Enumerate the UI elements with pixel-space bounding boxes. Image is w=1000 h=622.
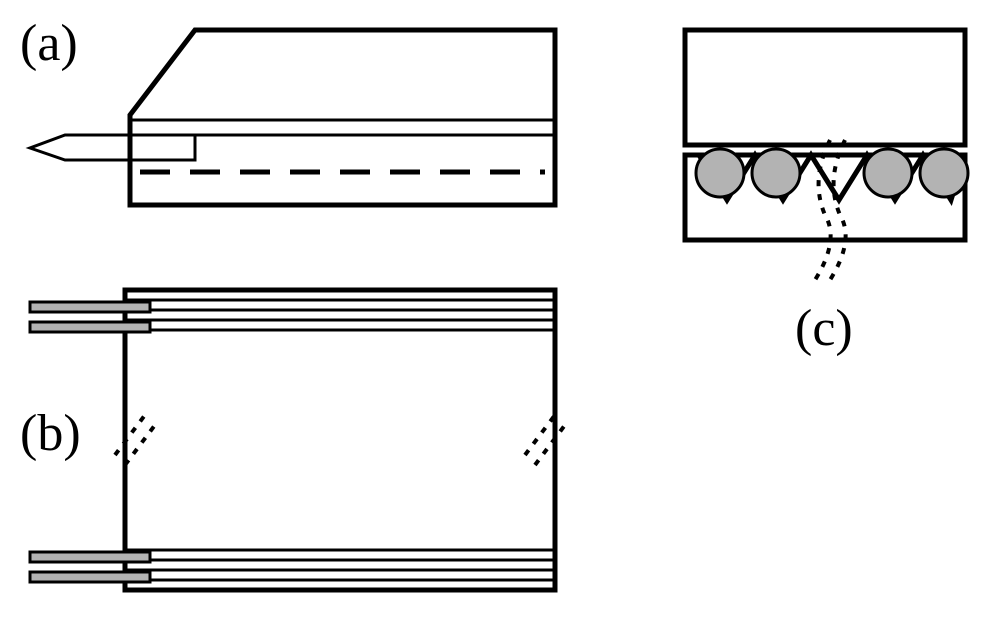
b-rect bbox=[125, 290, 555, 590]
b-break-right bbox=[525, 415, 565, 465]
c-fiber bbox=[864, 149, 912, 197]
panel-b bbox=[30, 290, 565, 590]
c-fiber bbox=[696, 149, 744, 197]
panel-a bbox=[30, 30, 555, 205]
figure: (a) (b) (c) bbox=[0, 0, 1000, 622]
c-fiber bbox=[752, 149, 800, 197]
c-fiber bbox=[920, 149, 968, 197]
a-blade bbox=[30, 135, 195, 160]
c-break bbox=[815, 140, 846, 280]
label-b: (b) bbox=[20, 405, 81, 462]
b-break-left bbox=[115, 415, 155, 465]
b-blade bbox=[30, 552, 150, 562]
a-body bbox=[130, 30, 555, 205]
label-c: (c) bbox=[795, 300, 853, 357]
b-blade bbox=[30, 302, 150, 312]
c-upper bbox=[685, 30, 965, 145]
b-blade bbox=[30, 572, 150, 582]
b-blade bbox=[30, 322, 150, 332]
label-a: (a) bbox=[20, 15, 78, 72]
panel-c bbox=[685, 30, 968, 280]
